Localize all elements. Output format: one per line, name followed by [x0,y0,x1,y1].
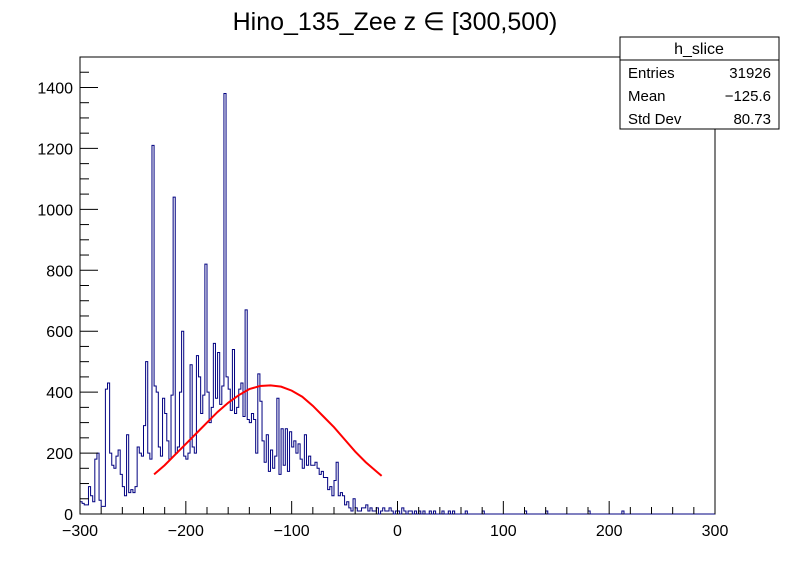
gaussian-fit-line [153,384,383,477]
x-axis: −300 −200 −100 0 100 200 300 [62,501,728,540]
stats-entries-label: Entries [628,65,675,82]
fit-curve [153,384,383,477]
y-tick-label: 400 [46,385,73,402]
stats-stddev-value: 80.73 [733,111,771,128]
histogram [79,93,715,515]
stats-box-frame [619,36,780,130]
stats-stddev-label: Std Dev [628,111,682,128]
y-tick-label: 200 [46,446,73,463]
chart-title: Hino_135_Zee z ∈ [300,500) [233,8,558,36]
stats-box-name: h_slice [674,41,724,58]
y-axis: 0 200 400 600 800 1000 1200 1400 [37,56,98,524]
stats-box: h_slice Entries 31926 Mean −125.6 Std De… [619,36,780,130]
x-tick-label: 200 [596,523,623,540]
y-tick-label: 600 [46,324,73,341]
stats-entries-value: 31926 [729,65,771,82]
stats-mean-value: −125.6 [725,88,771,105]
y-tick-label: 1400 [37,80,73,97]
y-tick-label: 1000 [37,202,73,219]
y-tick-label: 0 [64,507,73,524]
stats-mean-label: Mean [628,88,666,105]
y-tick-label: 1200 [37,141,73,158]
y-tick-label: 800 [46,263,73,280]
x-tick-label: −100 [274,523,310,540]
histogram-series [79,93,715,515]
x-tick-label: 300 [702,523,729,540]
x-tick-label: 0 [393,523,402,540]
x-tick-label: −200 [168,523,204,540]
x-tick-label: −300 [62,523,98,540]
x-tick-label: 100 [490,523,517,540]
